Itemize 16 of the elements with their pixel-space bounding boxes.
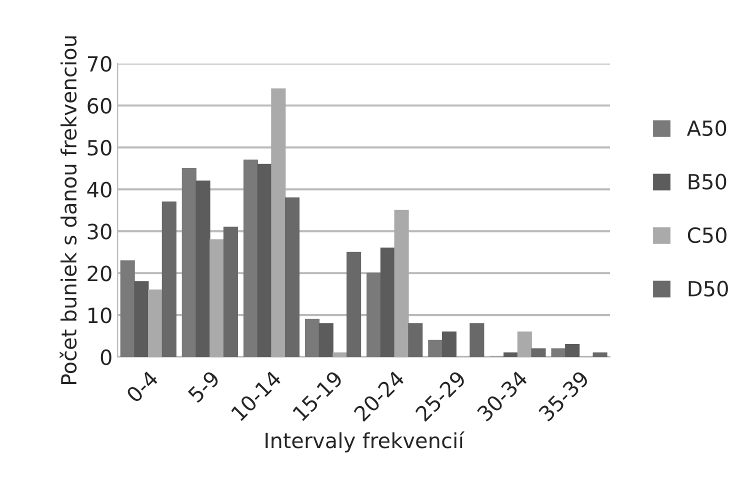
y-tick-label: 60	[88, 98, 112, 114]
y-tick-label: 20	[88, 266, 112, 282]
legend-label: D50	[688, 280, 728, 297]
x-axis-title: Intervaly frekvencií	[266, 431, 465, 452]
y-tick-label: 10	[88, 308, 112, 324]
legend-label: B50	[688, 174, 726, 190]
y-tick-label: 70	[88, 56, 112, 72]
x-tick-label: 5-9	[187, 370, 220, 404]
y-axis-title: Počet buniek s danou frekvenciou	[60, 36, 77, 384]
legend-label: C50	[688, 227, 726, 244]
y-tick-label: 40	[87, 182, 112, 198]
x-tick-label: 0-4	[126, 370, 159, 404]
legend-label: A50	[686, 120, 726, 136]
y-tick-label: 0	[100, 349, 112, 366]
y-tick-label: 50	[88, 140, 112, 156]
y-tick-label: 30	[88, 224, 112, 240]
